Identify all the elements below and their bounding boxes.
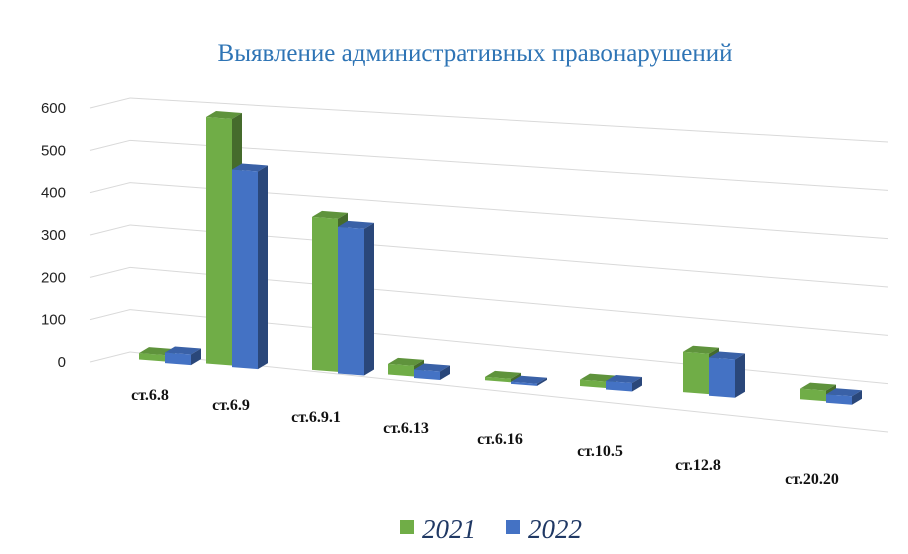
bar-2022-ст.6.16	[511, 381, 537, 386]
y-tick-label: 300	[41, 227, 66, 244]
bar-side-2022	[258, 165, 268, 370]
bar-side-2022	[191, 348, 201, 366]
bar-2022-ст.10.5	[606, 381, 632, 392]
bar-side-2022	[632, 377, 642, 392]
bar-top-2021	[683, 345, 719, 354]
bar-side-2022	[852, 390, 862, 405]
bar-top-2022	[709, 351, 745, 360]
gridline-depth	[89, 182, 131, 194]
y-tick-label: 500	[41, 142, 66, 159]
bar-top-2022	[165, 346, 201, 355]
x-tick-label: ст.6.16	[477, 431, 523, 448]
x-tick-label: ст.6.9	[212, 397, 250, 414]
legend-swatch-2021	[400, 520, 414, 534]
legend: 2021 2022	[400, 514, 582, 544]
legend-label-2021: 2021	[422, 514, 476, 544]
bar-top-2022	[414, 363, 450, 372]
bar-2021-ст.20.20	[800, 388, 826, 402]
bar-2022-ст.6.9	[232, 169, 258, 370]
bar-2021-ст.6.16	[485, 376, 511, 383]
bar-top-2022	[511, 375, 547, 384]
legend-label-2022: 2022	[528, 514, 582, 544]
x-axis-labels: ст.6.8 ст.6.9 ст.6.9.1 ст.6.13 ст.6.16 ст.10.…	[131, 387, 839, 488]
bar-top-2022	[606, 375, 642, 384]
bar-2021-ст.12.8	[683, 351, 709, 395]
bar-2022-ст.6.13	[414, 369, 440, 381]
x-tick-label: ст.20.20	[785, 471, 839, 488]
x-tick-label: ст.6.8	[131, 387, 169, 404]
chart-title: Выявление административных правонарушени…	[218, 40, 733, 67]
bar-2021-ст.6.13	[388, 363, 414, 377]
bar-2021-ст.6.9	[206, 117, 232, 366]
legend-swatch-2022	[506, 520, 520, 534]
y-tick-label: 400	[41, 185, 66, 202]
y-tick-label: 0	[58, 354, 66, 371]
bar-top-2022	[826, 388, 862, 397]
bar-top-2021	[580, 373, 616, 382]
gridline-depth	[89, 224, 131, 236]
gridline-depth	[89, 309, 131, 321]
bars	[139, 111, 862, 405]
gridline	[129, 97, 889, 143]
x-tick-label: ст.12.8	[675, 457, 721, 474]
gridline-depth	[89, 139, 131, 151]
bar-2021-ст.6.9.1	[312, 216, 338, 372]
bar-top-2022	[232, 163, 268, 172]
gridline	[129, 139, 889, 191]
bar-2022-ст.12.8	[709, 357, 735, 398]
bar-2021-ст.6.8	[139, 353, 165, 362]
y-tick-label: 600	[41, 100, 66, 117]
x-tick-label: ст.6.9.1	[291, 409, 341, 426]
bar-top-2021	[800, 382, 836, 391]
bar-side-2022	[537, 377, 547, 386]
bar-top-2021	[312, 210, 348, 219]
y-tick-label: 200	[41, 269, 66, 286]
bar-2022-ст.20.20	[826, 394, 852, 405]
bar-side-2022	[440, 365, 450, 381]
gridline-depth	[89, 351, 131, 363]
bar-2022-ст.6.9.1	[338, 226, 364, 376]
bar-side-2022	[364, 222, 374, 376]
bar-side-2021	[511, 372, 521, 383]
y-axis-ticks: 0 100 200 300 400 500 600	[41, 100, 66, 371]
bar-top-2021	[206, 111, 242, 120]
x-tick-label: ст.10.5	[577, 443, 623, 460]
bar-side-2022	[735, 353, 745, 398]
gridline-depth	[89, 266, 131, 278]
gridline-depth	[89, 97, 131, 109]
bar-top-2022	[338, 220, 374, 229]
y-tick-label: 100	[41, 312, 66, 329]
bar-2022-ст.6.8	[165, 352, 191, 366]
bar-top-2021	[485, 370, 521, 379]
x-tick-label: ст.6.13	[383, 420, 429, 437]
bar-2021-ст.10.5	[580, 379, 606, 388]
bar-top-2021	[388, 357, 424, 366]
